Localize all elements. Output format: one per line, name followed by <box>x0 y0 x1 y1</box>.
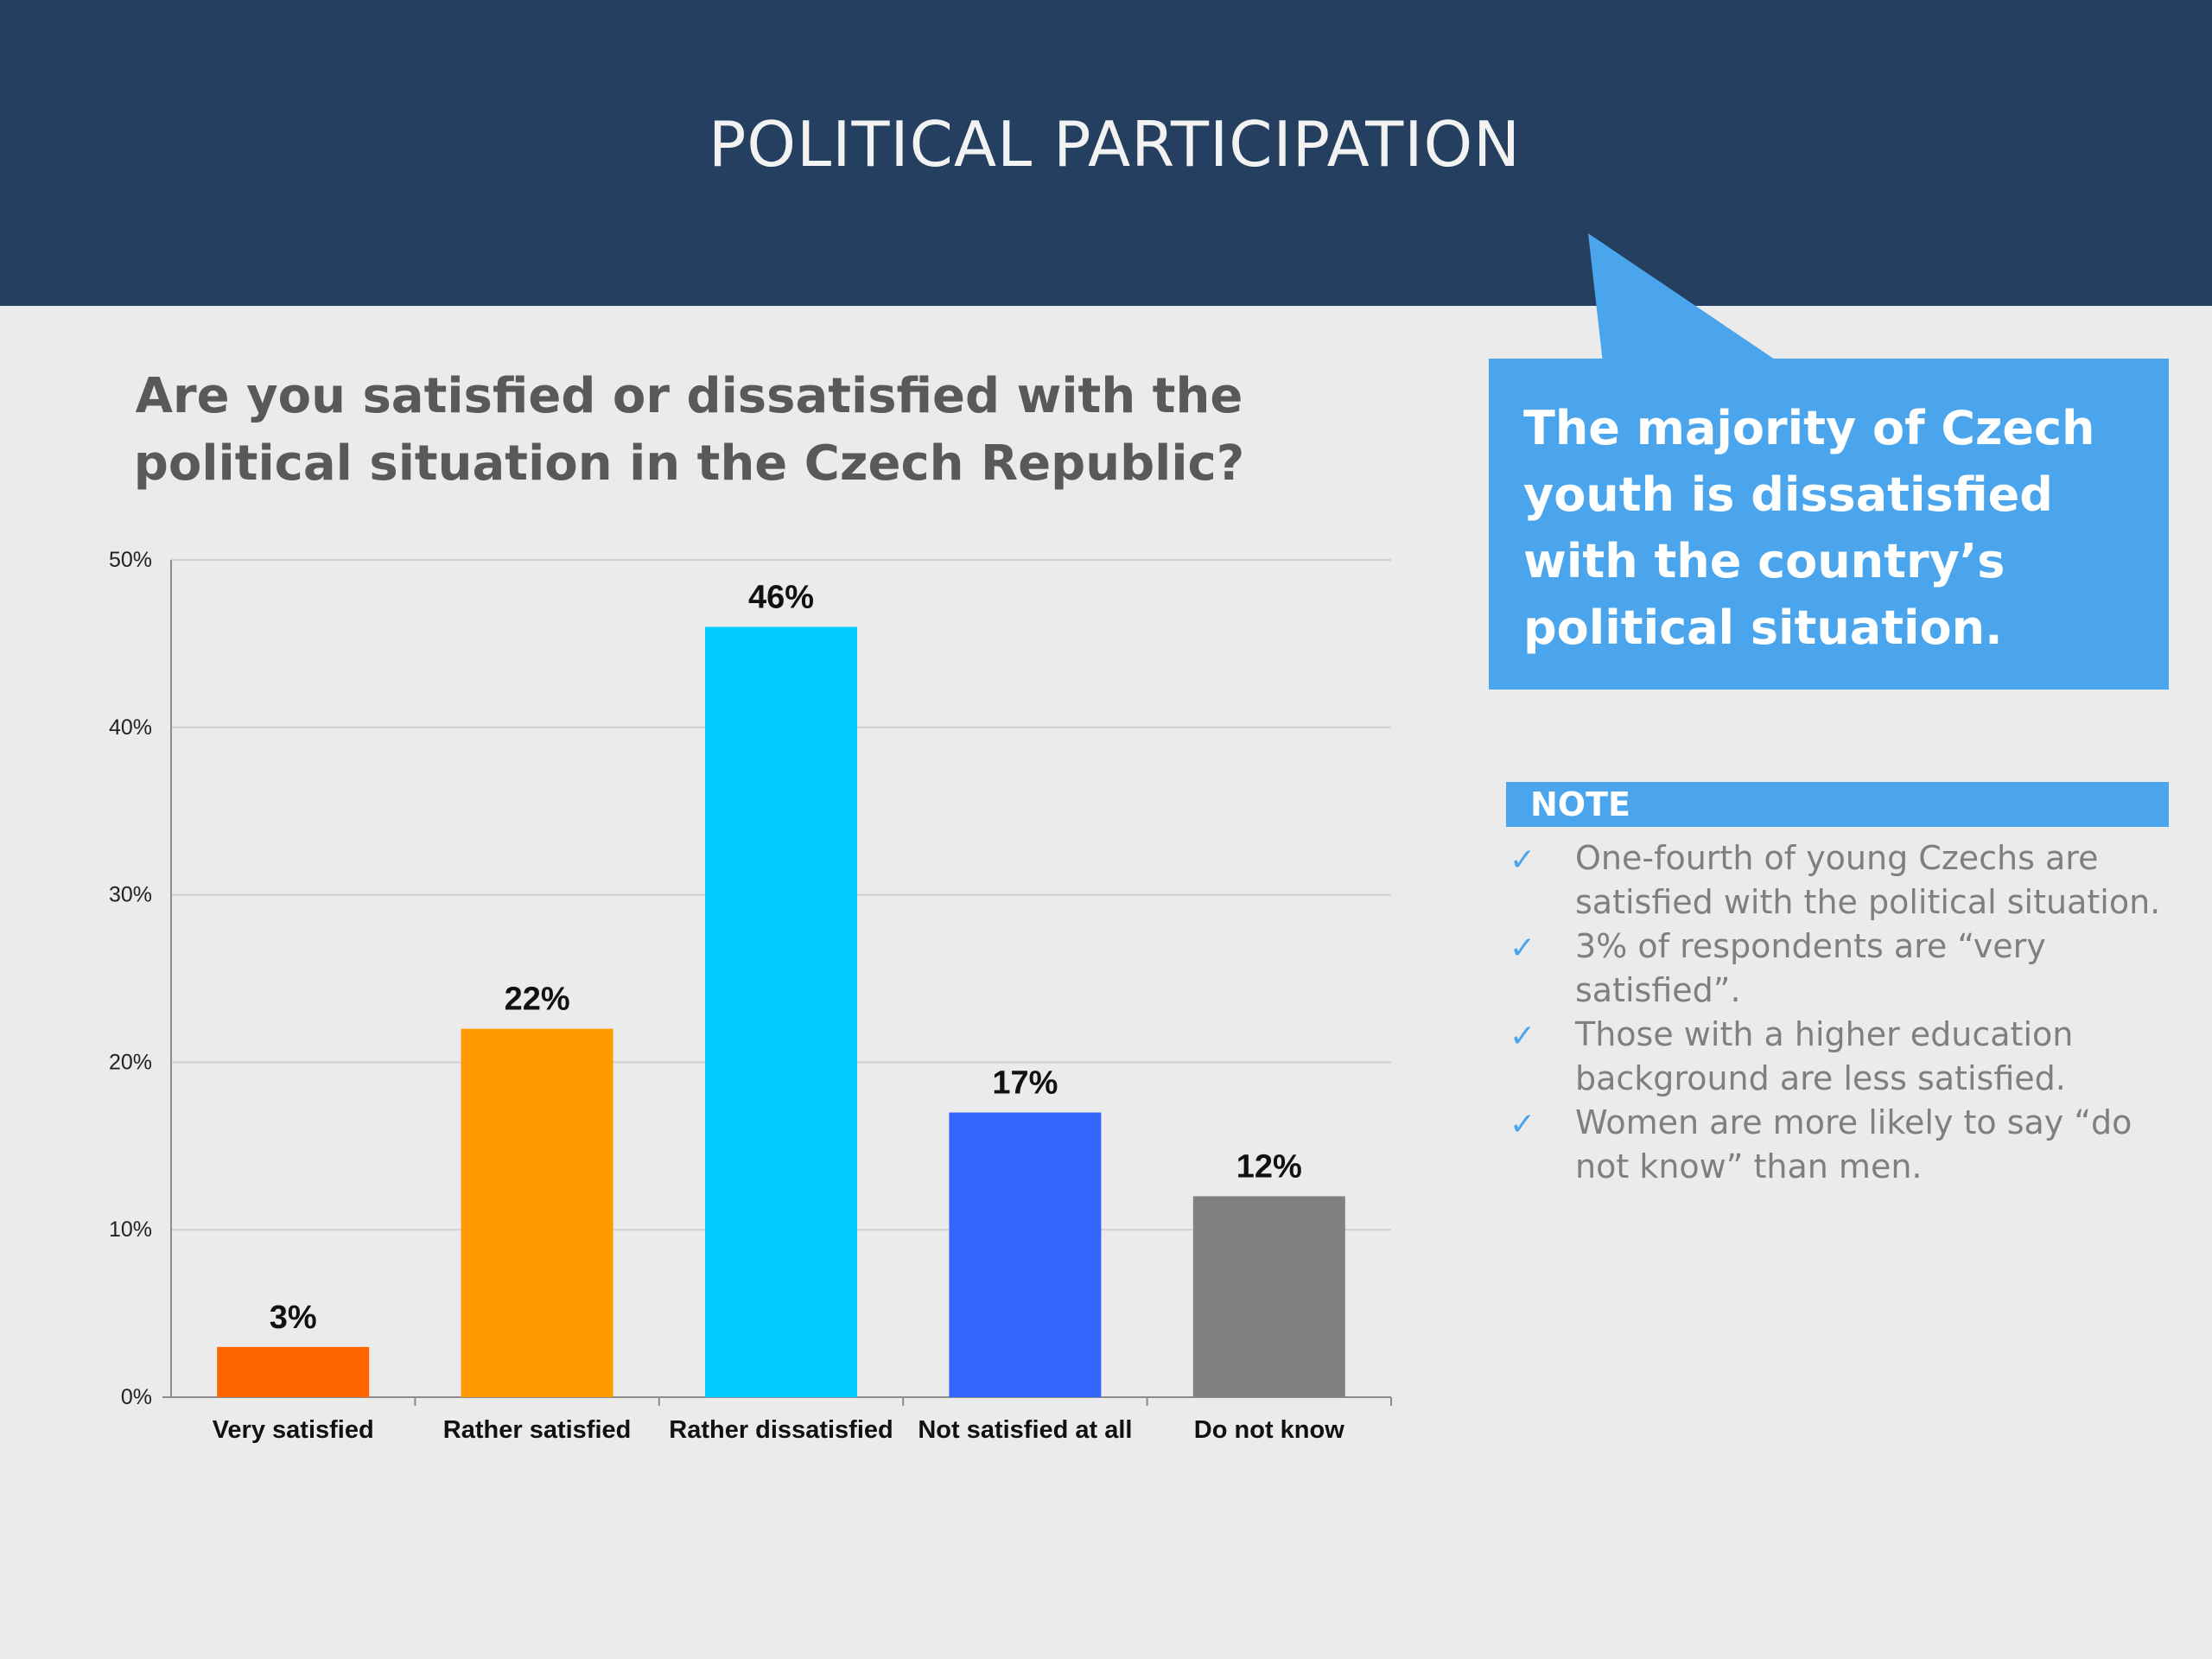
data-label: 17% <box>992 1065 1058 1102</box>
data-label: 3% <box>270 1300 317 1336</box>
check-icon: ✓ <box>1510 842 1536 878</box>
bar <box>949 1112 1102 1397</box>
data-label: 22% <box>505 982 570 1018</box>
note-list: ✓ One-fourth of young Czechs are satisfi… <box>1506 836 2180 1189</box>
note-item-text: 3% of respondents are “very satisfied”. <box>1575 927 2046 1009</box>
page-title: POLITICAL PARTICIPATION <box>709 108 1521 181</box>
y-tick-label: 40% <box>109 715 152 740</box>
x-tick-label: Do not know <box>1194 1416 1344 1444</box>
y-tick-label: 30% <box>109 883 152 907</box>
note-item: ✓ 3% of respondents are “very satisfied”… <box>1506 925 2180 1013</box>
y-tick-label: 0% <box>121 1385 152 1409</box>
x-tick-label: Rather satisfied <box>443 1416 632 1444</box>
check-icon: ✓ <box>1510 931 1536 966</box>
y-tick-label: 20% <box>109 1050 152 1074</box>
note-item-text: One-fourth of young Czechs are satisfied… <box>1575 839 2161 921</box>
note-item: ✓ Women are more likely to say “do not k… <box>1506 1101 2180 1189</box>
header-bar: POLITICAL PARTICIPATION <box>0 0 2212 306</box>
note-item: ✓ One-fourth of young Czechs are satisfi… <box>1506 836 2180 925</box>
bar <box>705 626 857 1397</box>
note-item-text: Those with a higher education background… <box>1575 1015 2074 1097</box>
bar <box>217 1346 370 1397</box>
note-header: NOTE <box>1506 782 2169 827</box>
note-item: ✓ Those with a higher education backgrou… <box>1506 1013 2180 1101</box>
data-label: 12% <box>1236 1148 1302 1185</box>
check-icon: ✓ <box>1510 1107 1536 1142</box>
x-tick-label: Rather dissatisfied <box>669 1416 893 1444</box>
callout-box: The majority of Czech youth is dissatisf… <box>1489 359 2169 690</box>
data-label: 46% <box>748 580 814 616</box>
check-icon: ✓ <box>1510 1019 1536 1054</box>
note-label: NOTE <box>1530 785 1630 823</box>
x-tick-label: Not satisfied at all <box>918 1416 1132 1444</box>
callout-text: The majority of Czech youth is dissatisf… <box>1523 401 2095 655</box>
y-tick-label: 10% <box>109 1217 152 1242</box>
chart-question: Are you satisfied or dissatisfied with t… <box>133 368 1245 492</box>
bar <box>1192 1196 1345 1397</box>
bar <box>461 1028 613 1397</box>
note-item-text: Women are more likely to say “do not kno… <box>1575 1103 2133 1185</box>
x-tick-label: Very satisfied <box>213 1416 374 1444</box>
y-tick-label: 50% <box>109 548 152 572</box>
